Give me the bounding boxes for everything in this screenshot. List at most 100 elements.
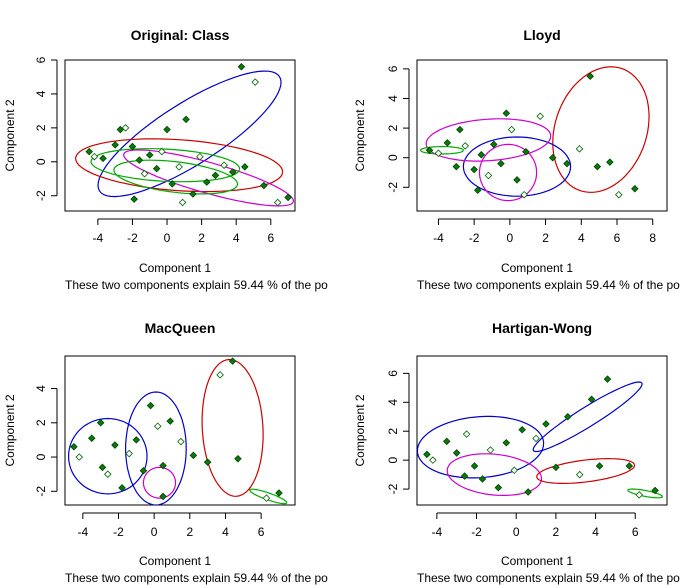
- x-tick-label: 2: [198, 231, 205, 245]
- cluster-ellipse: [417, 415, 545, 479]
- plot-data: [419, 66, 650, 202]
- data-point: [111, 141, 119, 149]
- x-axis-label: Component 1: [139, 261, 211, 275]
- data-point: [564, 412, 572, 421]
- x-tick-label: 0: [513, 525, 520, 539]
- plot-frame: [416, 59, 668, 212]
- data-point: [631, 185, 639, 193]
- data-point: [152, 164, 161, 173]
- x-tick-label: -4: [433, 231, 444, 245]
- data-point: [75, 453, 84, 461]
- data-point: [237, 63, 246, 71]
- data-point: [132, 436, 141, 444]
- data-point: [429, 456, 437, 464]
- data-point: [552, 463, 560, 472]
- y-tick-label: 6: [34, 56, 48, 63]
- data-point: [189, 451, 198, 460]
- data-point: [159, 461, 167, 470]
- data-point: [484, 171, 493, 180]
- data-point: [163, 125, 171, 134]
- x-tick-label: 2: [542, 231, 549, 245]
- cluster-ellipse: [532, 381, 643, 453]
- data-point: [548, 153, 557, 162]
- y-axis-label: Component 2: [3, 394, 17, 466]
- data-point: [477, 150, 486, 159]
- x-tick-label: 4: [592, 525, 599, 539]
- variance-note: These two components explain 59.44 % of …: [65, 571, 328, 585]
- y-tick-label: 2: [386, 428, 400, 435]
- cluster-ellipse: [425, 118, 552, 162]
- data-point: [130, 195, 138, 203]
- data-point: [96, 419, 105, 427]
- data-point: [175, 163, 183, 171]
- plot-data: [74, 63, 295, 207]
- data-point: [452, 449, 461, 457]
- x-tick-label: 6: [267, 231, 274, 245]
- y-tick-label: 2: [386, 124, 400, 131]
- y-tick-label: 4: [386, 399, 400, 406]
- data-point: [478, 475, 487, 483]
- data-point: [118, 484, 126, 492]
- x-tick-label: -2: [471, 525, 482, 539]
- cluster-ellipse: [124, 391, 187, 505]
- data-point: [425, 146, 434, 155]
- data-point: [651, 486, 659, 495]
- x-tick-label: 6: [258, 525, 265, 539]
- x-tick-label: -4: [93, 231, 104, 245]
- y-tick-label: 0: [34, 453, 48, 460]
- x-axis-label: Component 1: [501, 261, 573, 275]
- data-point: [241, 163, 249, 171]
- x-tick-label: 8: [649, 231, 656, 245]
- data-point: [494, 483, 503, 492]
- data-point: [262, 494, 271, 502]
- data-point: [166, 417, 174, 425]
- y-tick-label: 0: [386, 154, 400, 161]
- data-point: [532, 434, 540, 443]
- data-point: [284, 193, 292, 202]
- data-point: [462, 430, 471, 438]
- x-axis-label: Component 1: [139, 554, 211, 568]
- data-point: [606, 158, 614, 166]
- data-point: [139, 466, 148, 475]
- variance-note: These two components explain 59.44 % of …: [417, 278, 680, 292]
- data-point: [211, 171, 220, 180]
- data-point: [70, 443, 78, 451]
- y-tick-label: 4: [34, 90, 48, 97]
- data-point: [90, 152, 99, 161]
- data-point: [518, 426, 526, 434]
- data-point: [443, 139, 452, 147]
- data-point: [635, 491, 643, 499]
- data-point: [111, 441, 119, 449]
- plot-data: [417, 375, 664, 499]
- cluster-ellipse: [123, 149, 295, 207]
- data-point: [563, 159, 571, 168]
- cluster-ellipse: [67, 417, 148, 495]
- data-point: [423, 450, 431, 459]
- x-tick-label: 4: [578, 231, 585, 245]
- panel-2: Lloyd -4 -2 0 2 4 6 8 -2 0 2 4 6 Component 1 Component…: [353, 27, 680, 292]
- data-point: [575, 145, 584, 153]
- cluster-ellipse: [142, 466, 177, 499]
- data-point: [486, 446, 495, 454]
- data-point: [510, 466, 518, 475]
- data-point: [273, 198, 282, 207]
- data-point: [615, 190, 623, 199]
- data-point: [98, 463, 107, 472]
- data-point: [524, 488, 532, 496]
- x-tick-label: 2: [186, 525, 193, 539]
- data-point: [128, 142, 137, 151]
- y-tick-label: -2: [386, 182, 400, 193]
- cluster-ellipse: [97, 70, 282, 198]
- cluster-ellipse: [201, 358, 264, 497]
- data-point: [189, 190, 197, 198]
- data-point: [203, 178, 211, 186]
- data-point: [228, 168, 237, 176]
- panel-title: MacQueen: [145, 320, 216, 336]
- y-tick-label: 4: [386, 95, 400, 102]
- y-tick-label: 2: [34, 124, 48, 131]
- data-point: [520, 190, 528, 199]
- data-point: [593, 162, 602, 171]
- plot-frame: [64, 355, 296, 506]
- data-point: [603, 375, 612, 383]
